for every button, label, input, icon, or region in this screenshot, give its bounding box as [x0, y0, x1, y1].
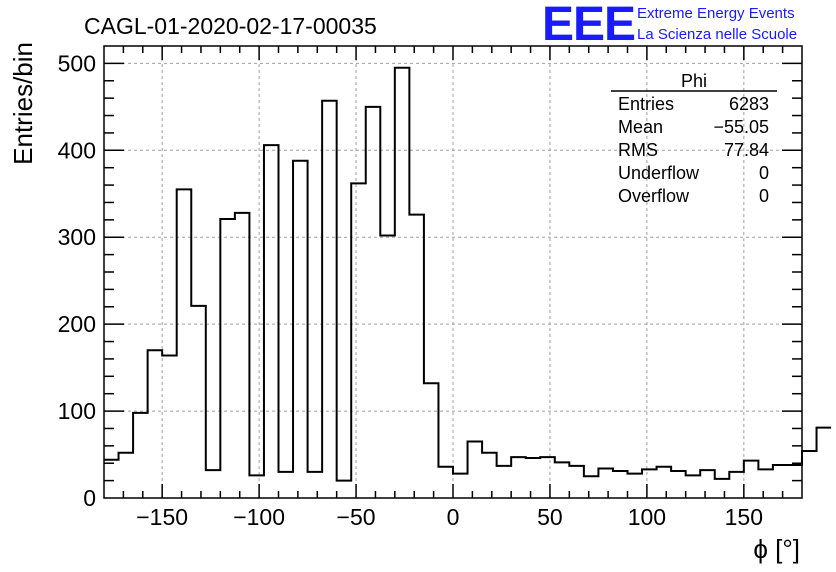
y-tick-label: 500 [58, 50, 96, 76]
axis-ticks [104, 46, 802, 498]
histogram-series-line [104, 66, 832, 482]
stats-box-title: Phi [681, 71, 707, 91]
stats-row-label: Entries [618, 94, 674, 114]
grid-lines [104, 46, 802, 498]
eee-logo-line1: Extreme Energy Events [637, 5, 795, 22]
chart-title: CAGL-01-2020-02-17-00035 [84, 13, 377, 39]
x-tick-label: −150 [136, 504, 188, 530]
stats-row-value: −55.05 [713, 117, 769, 137]
x-axis-title: ϕ [°] [753, 534, 800, 564]
stats-row-label: Mean [618, 117, 663, 137]
y-tick-label: 0 [83, 485, 96, 511]
stats-box: Phi Entries 6283 Mean −55.05 RMS 77.84 Underfl… [611, 71, 777, 206]
stats-row-label: RMS [618, 140, 658, 160]
eee-logo-mark: EEE [542, 0, 635, 51]
eee-logo: EEE Extreme Energy Events La Scienza nel… [542, 0, 797, 51]
x-tick-label: 0 [447, 504, 460, 530]
x-tick-labels: −150 −100 −50 0 50 100 150 [136, 504, 763, 530]
y-tick-labels: 0 100 200 300 400 500 [58, 50, 96, 511]
y-tick-label: 300 [58, 224, 96, 250]
stats-row-value: 0 [759, 186, 769, 206]
y-tick-label: 200 [58, 311, 96, 337]
stats-row-value: 6283 [729, 94, 769, 114]
stats-row-label: Overflow [618, 186, 690, 206]
x-tick-label: 150 [725, 504, 763, 530]
stats-row-label: Underflow [618, 163, 700, 183]
y-tick-label: 100 [58, 398, 96, 424]
x-tick-label: 50 [537, 504, 563, 530]
stats-box-rows: Entries 6283 Mean −55.05 RMS 77.84 Underflow 0 O… [618, 94, 769, 206]
x-tick-label: −100 [233, 504, 285, 530]
stats-row-value: 0 [759, 163, 769, 183]
x-tick-label: 100 [628, 504, 666, 530]
y-axis-title: Entries/bin [8, 42, 38, 165]
y-tick-label: 400 [58, 137, 96, 163]
stats-row-value: 77.84 [724, 140, 769, 160]
x-tick-label: −50 [337, 504, 376, 530]
eee-logo-line2: La Scienza nelle Scuole [637, 26, 797, 43]
